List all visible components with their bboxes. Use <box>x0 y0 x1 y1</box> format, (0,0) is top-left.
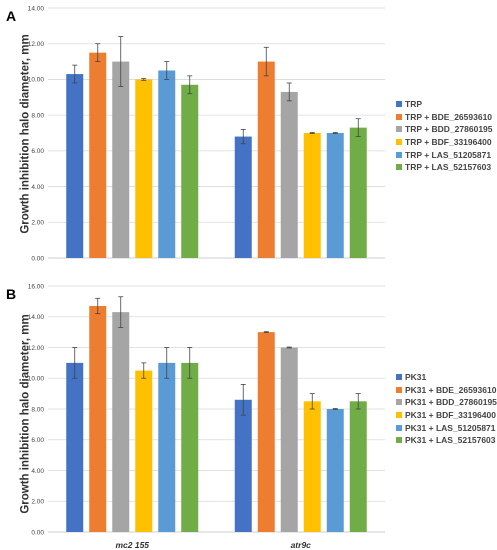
bar <box>257 332 275 532</box>
legend-item: PK31 + LAS_51205871 <box>396 421 497 434</box>
bar <box>158 362 176 532</box>
y-tick-label: 12.00 <box>28 345 45 352</box>
legend-swatch <box>396 399 402 406</box>
y-tick-label: 0.00 <box>31 529 44 536</box>
y-tick-label: 10.00 <box>28 77 45 84</box>
legend-item: TRP + LAS_52157603 <box>396 161 493 174</box>
legend-swatch <box>396 151 402 158</box>
legend-item: TRP <box>396 98 493 111</box>
legend-label: PK31 <box>405 372 427 383</box>
y-tick-label: 6.00 <box>31 437 44 444</box>
legend-label: PK31 + BDF_33196400 <box>405 410 496 421</box>
panel-label: B <box>6 286 17 302</box>
legend-swatch <box>396 101 402 108</box>
y-tick-label: 2.00 <box>31 220 44 227</box>
y-tick-label: 4.00 <box>31 184 44 191</box>
bar <box>158 70 176 258</box>
legend-item: PK31 + BDF_33196400 <box>396 409 497 422</box>
bar <box>326 133 344 258</box>
y-tick-label: 14.00 <box>28 314 45 321</box>
legend-label: TRP + BDD_27860195 <box>405 124 493 135</box>
y-tick-label: 6.00 <box>31 148 44 155</box>
legend-item: PK31 <box>396 371 497 384</box>
bar <box>89 305 107 532</box>
chart-panel-a: A Growth inhibition halo diameter, mm 0.… <box>0 0 497 268</box>
chart-legend: TRP TRP + BDE_26593610 TRP + BDD_27860195 T… <box>396 98 493 174</box>
bar <box>349 127 367 259</box>
y-tick-label: 8.00 <box>31 112 44 119</box>
legend-item: PK31 + BDE_26593610 <box>396 384 497 397</box>
legend-label: PK31 + BDD_27860195 <box>405 397 497 408</box>
legend-label: PK31 + LAS_51205871 <box>405 422 496 433</box>
y-tick-label: 10.00 <box>28 376 45 383</box>
y-tick-label: 2.00 <box>31 499 44 506</box>
bar <box>303 401 321 532</box>
legend-swatch <box>396 139 402 146</box>
bar <box>181 362 199 532</box>
bar <box>135 79 153 258</box>
bar <box>66 362 84 532</box>
panel-label: A <box>6 8 17 24</box>
legend-label: PK31 + BDE_26593610 <box>405 384 497 395</box>
legend-label: PK31 + LAS_52157603 <box>405 435 496 446</box>
bar <box>234 399 252 532</box>
chart-panel-b: B Growth inhibition halo diameter, mm 0.… <box>0 278 497 550</box>
bar <box>349 401 367 532</box>
y-tick-label: 12.00 <box>28 41 45 48</box>
legend-swatch <box>396 437 402 444</box>
legend-label: TRP + LAS_51205871 <box>405 149 492 160</box>
bar <box>112 61 130 259</box>
bar <box>303 133 321 258</box>
legend-swatch <box>396 386 402 393</box>
chart-plot: 0.00 2.00 4.00 6.00 8.00 10.00 12.00 14.00 mc2 1… <box>28 5 385 268</box>
legend-swatch <box>396 412 402 419</box>
legend-label: TRP <box>405 99 422 110</box>
y-tick-label: 4.00 <box>31 468 44 475</box>
legend-swatch <box>396 164 402 171</box>
legend-item: TRP + BDF_33196400 <box>396 136 493 149</box>
y-tick-label: 0.00 <box>31 255 44 262</box>
bar <box>89 52 107 259</box>
bar <box>326 409 344 532</box>
chart-legend: PK31 PK31 + BDE_26593610 PK31 + BDD_278601… <box>396 371 497 447</box>
bar <box>257 61 275 259</box>
legend-label: TRP + LAS_52157603 <box>405 162 492 173</box>
y-tick-label: 14.00 <box>28 5 45 12</box>
legend-swatch <box>396 113 402 120</box>
legend-swatch <box>396 126 402 133</box>
x-category-label: mc2 155 <box>115 266 149 268</box>
chart-plot: 0.00 2.00 4.00 6.00 8.00 10.00 12.00 14.00 16.00… <box>28 283 385 550</box>
legend-item: PK31 + LAS_52157603 <box>396 434 497 447</box>
x-category-label: mc2 155 <box>115 540 149 550</box>
bar <box>112 312 130 532</box>
legend-label: TRP + BDF_33196400 <box>405 137 492 148</box>
bar <box>234 136 252 258</box>
legend-item: TRP + BDD_27860195 <box>396 123 493 136</box>
bar <box>66 74 84 258</box>
y-tick-label: 8.00 <box>31 406 44 413</box>
legend-item: PK31 + BDD_27860195 <box>396 396 497 409</box>
legend-swatch <box>396 424 402 431</box>
y-tick-label: 16.00 <box>28 283 45 290</box>
x-category-label: atr9c <box>291 540 312 550</box>
bar <box>181 84 199 259</box>
bar <box>280 347 298 532</box>
legend-swatch <box>396 374 402 381</box>
legend-item: TRP + BDE_26593610 <box>396 111 493 124</box>
bar <box>135 370 153 532</box>
legend-item: TRP + LAS_51205871 <box>396 148 493 161</box>
bar <box>280 91 298 258</box>
legend-label: TRP + BDE_26593610 <box>405 111 493 122</box>
x-category-label: atr9c <box>291 266 312 268</box>
